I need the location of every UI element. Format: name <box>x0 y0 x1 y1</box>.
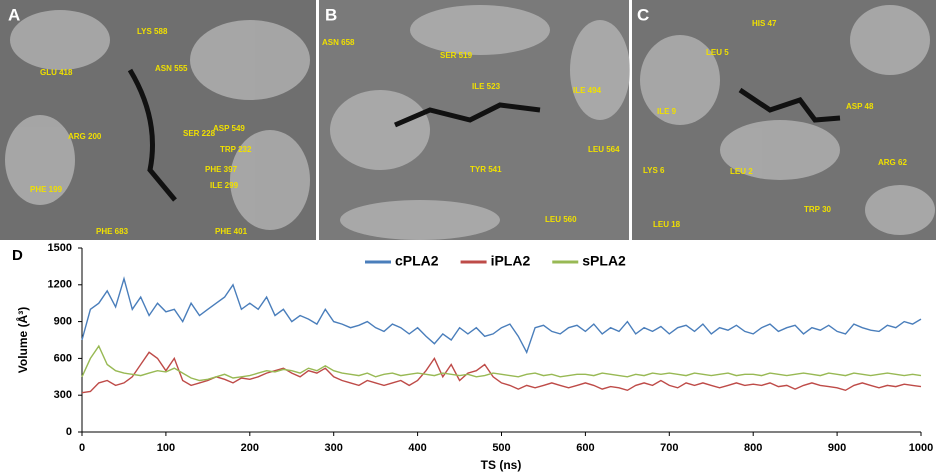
x-tick-label: 200 <box>241 442 259 454</box>
y-axis-title: Volume (Å³) <box>15 307 30 373</box>
residue-label: TYR 541 <box>470 165 502 174</box>
legend-label: cPLA2 <box>395 253 439 269</box>
residue-label: ILE 523 <box>472 82 501 91</box>
residue-label: ASN 658 <box>322 38 355 47</box>
residue-label: ASP 549 <box>213 124 245 133</box>
residue-label: LYS 588 <box>137 27 168 36</box>
residue-label: PHE 683 <box>96 227 129 236</box>
residue-label: SER 519 <box>440 51 473 60</box>
residue-label: LEU 5 <box>706 48 729 57</box>
panel-letter: B <box>325 5 337 24</box>
y-tick-label: 300 <box>54 389 72 401</box>
x-axis-title: TS (ns) <box>481 458 522 472</box>
residue-label: ARG 200 <box>68 132 102 141</box>
residue-label: PHE 397 <box>205 165 238 174</box>
legend-label: iPLA2 <box>491 253 531 269</box>
y-tick-label: 1500 <box>48 242 72 254</box>
residue-label: ILE 494 <box>573 86 602 95</box>
series-line <box>81 276 922 355</box>
x-tick-label: 300 <box>325 442 343 454</box>
panel-letter: C <box>637 5 649 24</box>
y-tick-label: 0 <box>66 426 72 438</box>
residue-label: ASN 555 <box>155 64 188 73</box>
x-tick-label: 900 <box>828 442 846 454</box>
x-tick-label: 800 <box>744 442 762 454</box>
residue-label: SER 228 <box>183 129 216 138</box>
y-tick-label: 1200 <box>48 279 72 291</box>
residue-label: GLU 418 <box>40 68 73 77</box>
panel-letter: A <box>8 5 20 24</box>
residue-label: ILE 9 <box>657 107 677 116</box>
structure-panels <box>0 0 936 240</box>
residue-label: TRP 30 <box>804 205 832 214</box>
residue-label: HIS 47 <box>752 19 777 28</box>
x-tick-label: 0 <box>79 442 85 454</box>
ligands <box>127 68 841 202</box>
y-tick-label: 900 <box>54 316 72 328</box>
x-tick-label: 700 <box>660 442 678 454</box>
series-line <box>81 344 922 382</box>
residue-label: ARG 62 <box>878 158 907 167</box>
plot-area <box>82 248 921 432</box>
surface-highlights <box>5 5 935 240</box>
residue-label: PHE 401 <box>215 227 248 236</box>
residue-label: ASP 48 <box>846 102 874 111</box>
panel-label: D <box>12 247 23 264</box>
residue-label: ILE 299 <box>210 181 239 190</box>
residue-label: LEU 2 <box>730 167 753 176</box>
residue-labels: A LYS 588 GLU 418 ASN 555 ASP 549 ARG 200 SER … <box>8 5 907 236</box>
y-tick-label: 600 <box>54 352 72 364</box>
residue-label: LEU 564 <box>588 145 620 154</box>
residue-label: PHE 199 <box>30 185 63 194</box>
x-tick-label: 400 <box>408 442 426 454</box>
x-tick-label: 600 <box>576 442 594 454</box>
x-tick-label: 500 <box>492 442 510 454</box>
residue-label: LYS 6 <box>643 166 665 175</box>
residue-label: LEU 560 <box>545 215 577 224</box>
x-tick-label: 100 <box>157 442 175 454</box>
series-line <box>81 351 922 394</box>
residue-label: TRP 232 <box>220 145 252 154</box>
x-tick-label: 1000 <box>909 442 933 454</box>
residue-label: LEU 18 <box>653 220 681 229</box>
legend-label: sPLA2 <box>582 253 626 269</box>
